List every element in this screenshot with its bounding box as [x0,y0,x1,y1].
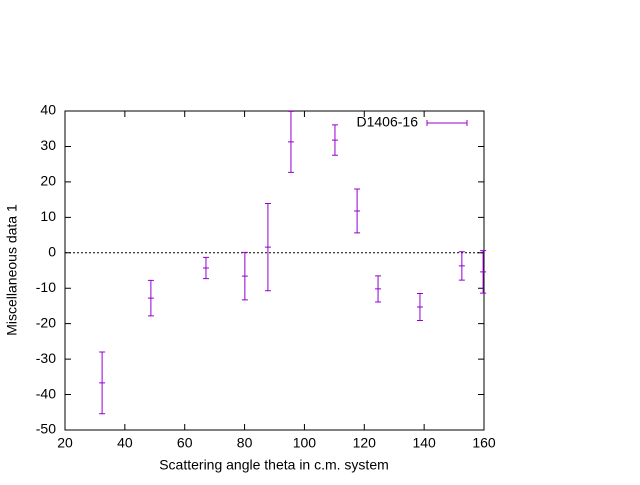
plot-frame [64,110,485,431]
x-tick-label: 60 [177,435,193,451]
y-tick-label: -40 [36,385,56,401]
error-bar [480,250,487,294]
y-tick-label: 30 [40,137,56,153]
x-tick-label: 160 [472,435,496,451]
error-bar [416,293,423,321]
x-axis-label: Scattering angle theta in c.m. system [159,457,389,473]
x-tick-label: 140 [412,435,436,451]
y-tick-label: 20 [40,173,56,189]
y-tick-label: -50 [36,421,56,437]
error-bar [202,256,209,280]
error-bar [354,188,361,234]
x-tick-label: 80 [237,435,253,451]
error-bar [99,351,106,415]
error-bar [287,110,294,173]
y-axis-label: Miscellaneous data 1 [4,204,20,336]
y-tick-label: 0 [48,243,56,259]
x-tick-label: 100 [293,435,317,451]
x-tick-label: 20 [57,435,73,451]
legend-label: D1406-16 [357,114,419,130]
error-bar [331,124,338,156]
y-tick-label: 40 [40,102,56,118]
y-tick-label: -20 [36,314,56,330]
y-tick-label: -10 [36,279,56,295]
error-bar [147,279,154,317]
error-bar [264,203,271,292]
x-tick-label: 40 [117,435,133,451]
x-tick-label: 120 [353,435,377,451]
y-tick-label: -30 [36,350,56,366]
error-bar [458,251,465,281]
legend-swatch [426,120,468,126]
error-bar [241,251,248,301]
y-tick-label: 10 [40,208,56,224]
error-bar [375,275,382,303]
